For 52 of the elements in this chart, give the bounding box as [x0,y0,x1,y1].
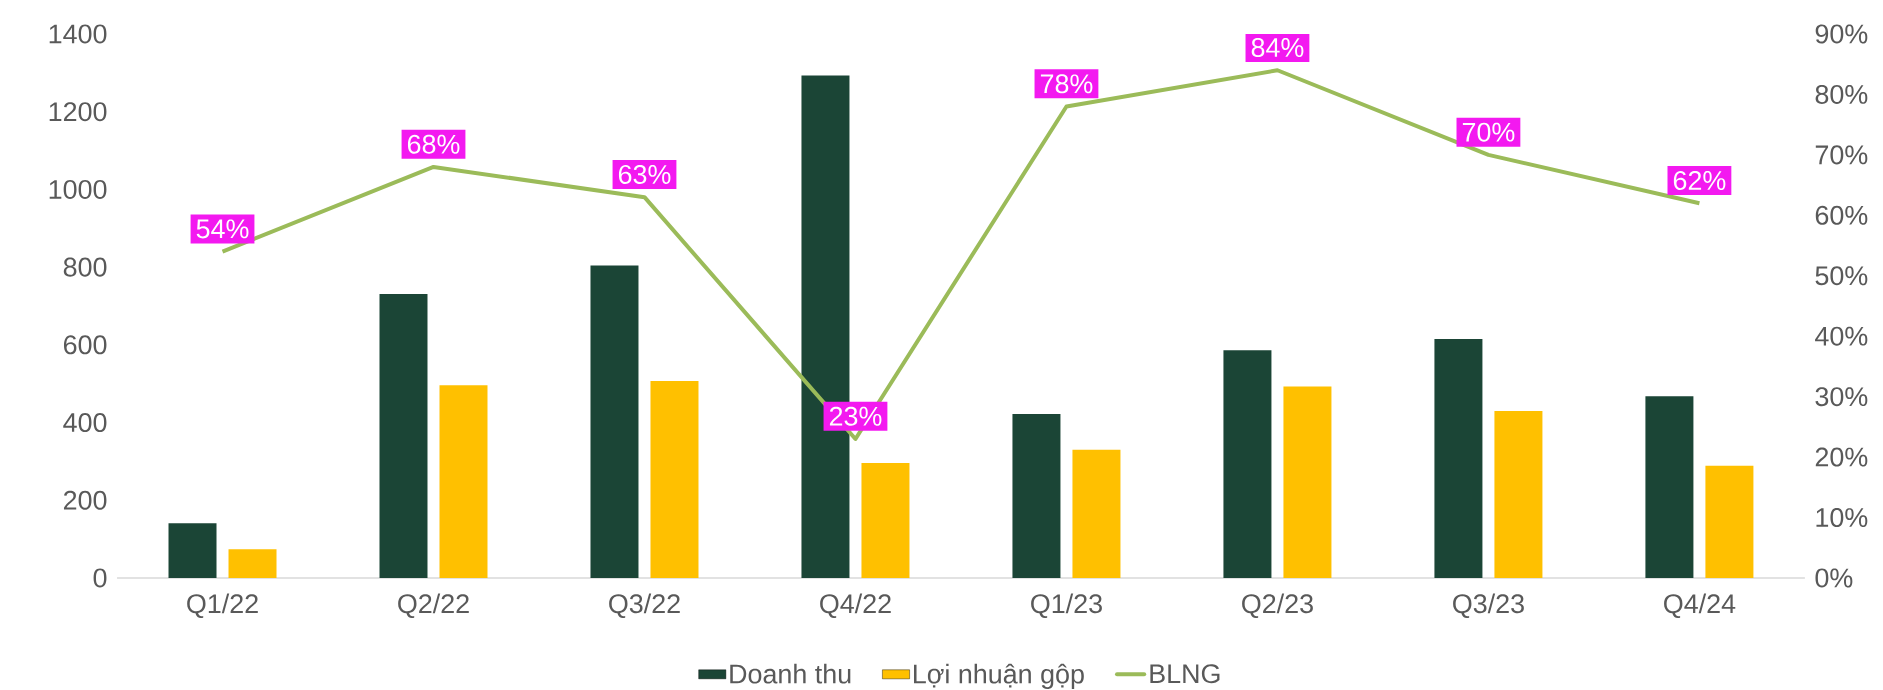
y-tick-label: 1400 [49,24,107,44]
y2-tick-label: 80% [1815,84,1868,104]
y2-tick-label: 70% [1815,145,1868,165]
data-label: 84% [1251,38,1304,58]
y-tick-label: 1200 [49,102,107,122]
data-label: 78% [1040,74,1093,94]
bar [650,380,699,578]
x-tick-label: Q3/23 [1453,593,1524,619]
bar [168,523,217,578]
legend-label: BLNG [1150,664,1220,684]
y2-tick-label: 90% [1815,24,1868,44]
y2-tick-label: 0% [1815,568,1853,588]
legend-label: Lợi nhuận gộp [914,663,1084,689]
bar [1705,465,1754,578]
x-tick-label: Q1/23 [1031,593,1102,619]
legend-label: Doanh thu [730,663,851,684]
y-tick-label: 200 [63,490,107,510]
y-tick-label: 400 [63,413,107,433]
x-tick-label: Q2/23 [1242,593,1313,619]
x-tick-label: Q3/22 [609,593,680,619]
data-label: 68% [407,134,460,154]
y-tick-label: 0 [93,568,107,588]
bar [439,385,488,578]
y-tick-label: 600 [63,335,107,355]
y2-tick-label: 40% [1815,326,1868,346]
x-tick-label: Q2/22 [398,593,469,619]
bar [1012,414,1061,578]
y2-tick-label: 50% [1815,266,1868,286]
y-tick-label: 1000 [49,179,107,199]
data-label: 70% [1462,122,1515,142]
bar [1494,410,1543,578]
data-label: 23% [829,406,882,426]
bar [1645,396,1694,578]
y2-tick-label: 60% [1815,205,1868,225]
bar [861,462,910,578]
x-tick-label: Q4/24 [1664,593,1736,619]
data-label: 63% [618,164,671,184]
bar [590,265,639,578]
bar [1283,386,1332,578]
y-tick-label: 800 [63,257,107,277]
y2-tick-label: 30% [1815,387,1868,407]
bar [1434,339,1483,578]
x-tick-label: Q4/22 [820,593,891,619]
y2-tick-label: 10% [1816,508,1868,528]
data-label: 54% [196,219,249,239]
x-tick-label: Q1/22 [187,593,258,619]
y2-tick-label: 20% [1815,447,1868,467]
bar [1072,449,1121,578]
bar [228,549,277,578]
data-label: 62% [1673,170,1726,191]
bar [379,293,428,578]
bar [1223,350,1272,578]
